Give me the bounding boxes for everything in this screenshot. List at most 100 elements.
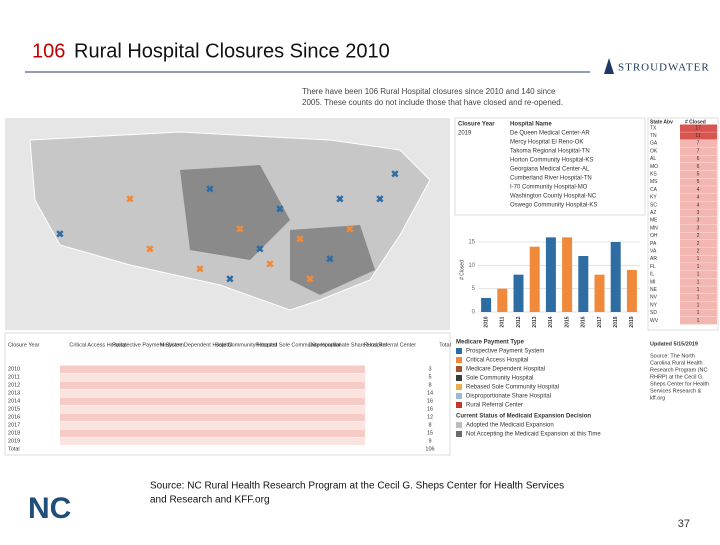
table-header: Total [439,342,451,348]
state-count: 5 [697,172,700,178]
state: MO [650,164,658,170]
state: VA [650,249,657,255]
state-cell [680,155,717,163]
hospital: Cumberland River Hospital-TN [510,176,592,182]
state-cell [680,186,717,194]
state: MI [650,279,656,285]
table-header: Prospective Payment System [112,342,184,348]
legend-swatch [456,348,462,354]
state-count: 2 [697,249,700,255]
year: 2017 [8,422,20,428]
total: 5 [428,374,431,380]
table-row [60,373,365,381]
map-marker: ✖ [391,170,399,181]
state-cell [680,270,717,279]
state-header: State Abv [650,119,673,125]
side-source: Research Program (NC [650,367,707,373]
list-frame [454,117,646,216]
legend-swatch [456,422,462,428]
map-marker: ✖ [126,195,134,206]
state: MS [650,179,658,185]
title-number: 106 [32,40,65,62]
year: 2011 [8,374,20,380]
state-count: 1 [697,310,700,316]
state: NY [650,302,658,308]
state: TX [650,125,657,131]
state: OH [650,233,658,239]
state-header: # Closed [685,119,706,125]
state-cell [680,293,717,302]
table-header: Rebased Sole Community Hospital [255,342,340,348]
bar [481,298,492,312]
x-tick-label: 2013 [532,316,538,327]
table-row [60,429,365,437]
state-cell [680,224,717,232]
legend-item: Prospective Payment System [466,349,544,355]
state-cell [680,193,717,202]
year: 2019 [8,438,20,444]
legend-swatch [456,375,462,381]
state-count: 6 [697,164,700,170]
state: FL [650,264,656,270]
status-title: Current Status of Medicaid Expansion Dec… [456,414,591,420]
hospital: De Queen Medical Center-AR [510,131,590,137]
state-count: 17 [695,125,701,131]
map-marker: ✖ [226,275,234,286]
state: MN [650,225,658,231]
legend-item: Sole Community Hospital [466,376,533,382]
x-tick-label: 2010 [483,316,489,327]
side-source: RHRP) at the Cecil G. [650,374,704,380]
legend-item: Rebased Sole Community Hospital [466,385,559,391]
table-row [60,421,365,429]
y-tick-label: 0 [472,310,476,316]
side-source: Sheps Center for Health [650,381,709,387]
table-header: Closure Year [8,342,40,348]
map-marker: ✖ [296,235,304,246]
logo: STROUDWATER [618,62,710,74]
legend-swatch [456,402,462,408]
total: 16 [427,398,433,404]
state-count: 3 [697,210,700,216]
state-count: 3 [697,225,700,231]
legend-item: Rural Referral Center [466,403,523,409]
state-count: 1 [697,279,700,285]
map-marker: ✖ [306,275,314,286]
year: 2010 [8,366,20,372]
bar [562,237,573,312]
total: 16 [427,406,433,412]
state-count: 1 [697,256,700,262]
state-count: 11 [695,133,700,139]
legend-item: Medicare Dependent Hospital [466,367,545,373]
state-cell [680,216,717,225]
state: IL [650,272,654,278]
state-cell [680,309,717,317]
bar [497,288,508,312]
year: 2016 [8,414,20,420]
year: 2018 [8,430,20,436]
state-count: 2 [697,233,700,239]
state-cell [680,247,717,256]
state-cell [680,317,717,325]
legend-item: Critical Access Hospital [466,358,528,364]
bar [626,270,637,312]
x-tick-label: 2018 [613,316,619,327]
legend-swatch [456,357,462,363]
intro: 2005. These counts do not include those … [302,98,563,107]
table-header: Critical Access Hospital [69,342,126,348]
y-tick-label: 10 [468,263,475,269]
x-tick-label: 2014 [548,316,554,327]
hospital: Washington County Hospital-NC [510,194,597,200]
year: 2012 [8,382,20,388]
state: KS [650,172,657,178]
state-count: 2 [697,241,700,247]
x-tick-label: 2017 [597,316,603,327]
state-cell [680,132,717,140]
map-marker: ✖ [326,255,334,266]
total-label: Total [8,446,20,452]
map-marker: ✖ [206,185,214,196]
x-tick-label: 2012 [516,316,522,327]
logo-mark [604,58,614,74]
x-tick-label: 2015 [564,316,570,327]
state-cell [680,139,717,148]
table-row [60,397,365,405]
